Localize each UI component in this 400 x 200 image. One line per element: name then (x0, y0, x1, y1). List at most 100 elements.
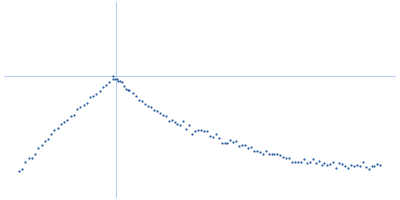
Point (174, 122, 181, 125)
Point (292, 160, 298, 164)
Point (154, 109, 160, 112)
Point (93, 92, 100, 96)
Point (114, 77, 120, 81)
Point (110, 75, 116, 78)
Point (126, 88, 133, 92)
Point (119, 81, 125, 84)
Point (45, 138, 51, 141)
Point (16, 169, 22, 173)
Point (42, 140, 48, 143)
Point (74, 107, 80, 111)
Point (254, 150, 260, 153)
Point (186, 123, 192, 126)
Point (80, 103, 87, 106)
Point (239, 143, 245, 147)
Point (224, 142, 231, 145)
Point (245, 147, 251, 150)
Point (321, 162, 328, 165)
Point (166, 119, 172, 122)
Point (180, 119, 186, 122)
Point (168, 119, 175, 122)
Point (148, 105, 154, 108)
Point (298, 160, 304, 164)
Point (330, 160, 336, 163)
Point (227, 139, 234, 142)
Point (304, 161, 310, 164)
Point (221, 141, 228, 145)
Point (67, 114, 74, 117)
Point (368, 164, 375, 168)
Point (345, 166, 351, 170)
Point (327, 163, 334, 166)
Point (103, 83, 109, 86)
Point (233, 140, 240, 143)
Point (333, 166, 340, 169)
Point (84, 101, 90, 104)
Point (109, 78, 116, 81)
Point (87, 96, 93, 99)
Point (351, 165, 357, 168)
Point (260, 153, 266, 156)
Point (48, 132, 54, 135)
Point (266, 153, 272, 156)
Point (100, 86, 106, 89)
Point (35, 146, 42, 150)
Point (51, 129, 58, 132)
Point (183, 127, 190, 131)
Point (115, 80, 122, 83)
Point (318, 163, 325, 166)
Point (22, 160, 28, 164)
Point (312, 161, 319, 164)
Point (38, 144, 45, 147)
Point (121, 84, 127, 87)
Point (306, 160, 313, 164)
Point (324, 164, 330, 167)
Point (61, 120, 67, 123)
Point (339, 162, 345, 166)
Point (251, 150, 257, 153)
Point (377, 164, 384, 167)
Point (136, 99, 142, 102)
Point (189, 132, 195, 135)
Point (177, 123, 184, 126)
Point (277, 153, 284, 156)
Point (64, 119, 70, 122)
Point (310, 157, 316, 160)
Point (360, 161, 366, 164)
Point (90, 95, 96, 98)
Point (210, 136, 216, 139)
Point (117, 80, 124, 83)
Point (96, 90, 103, 93)
Point (218, 141, 225, 144)
Point (77, 106, 84, 109)
Point (289, 160, 295, 164)
Point (365, 167, 372, 170)
Point (207, 134, 213, 138)
Point (204, 130, 210, 133)
Point (362, 165, 369, 168)
Point (192, 129, 198, 132)
Point (280, 155, 286, 159)
Point (348, 163, 354, 167)
Point (198, 129, 204, 132)
Point (256, 150, 263, 153)
Point (29, 157, 35, 160)
Point (283, 157, 290, 160)
Point (236, 144, 242, 147)
Point (248, 145, 254, 148)
Point (25, 156, 32, 159)
Point (122, 87, 129, 90)
Point (106, 80, 112, 84)
Point (112, 77, 118, 80)
Point (142, 102, 148, 105)
Point (336, 162, 342, 165)
Point (268, 152, 275, 156)
Point (195, 129, 201, 132)
Point (274, 153, 281, 156)
Point (212, 133, 219, 136)
Point (354, 163, 360, 167)
Point (201, 129, 207, 132)
Point (315, 159, 322, 162)
Point (242, 143, 248, 146)
Point (32, 152, 38, 155)
